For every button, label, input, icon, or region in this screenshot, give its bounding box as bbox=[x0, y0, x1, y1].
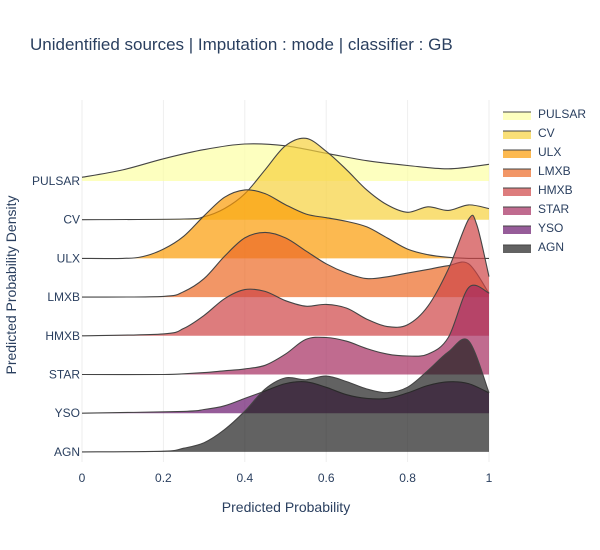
x-tick-0-4: 0.4 bbox=[236, 471, 253, 485]
y-tick-lmxb: LMXB bbox=[47, 290, 80, 304]
y-tick-yso: YSO bbox=[55, 406, 80, 420]
legend-item-agn[interactable]: AGN bbox=[503, 240, 564, 254]
legend-item-star[interactable]: STAR bbox=[503, 202, 569, 216]
ridge-line-hmxb bbox=[81, 214, 490, 337]
legend-swatch-lmxb bbox=[503, 169, 531, 177]
legend-item-pulsar[interactable]: PULSAR bbox=[503, 107, 586, 121]
x-tick-0-6: 0.6 bbox=[318, 471, 335, 485]
ridge-hmxb bbox=[81, 214, 490, 337]
x-tick-0: 0 bbox=[79, 471, 86, 485]
x-tick-1: 1 bbox=[486, 471, 493, 485]
x-axis-ticks: 0 0.2 0.4 0.6 0.8 1 bbox=[79, 471, 493, 485]
ridge-line-ulx bbox=[81, 189, 490, 260]
ridge-agn bbox=[81, 338, 490, 453]
chart-title: Unidentified sources | Imputation : mode… bbox=[30, 35, 453, 54]
legend-swatch-yso bbox=[503, 226, 531, 234]
y-axis-ticks: PULSAR CV ULX LMXB HMXB STAR YSO AGN bbox=[32, 174, 80, 459]
ridge-line-agn bbox=[81, 338, 490, 453]
y-tick-agn: AGN bbox=[54, 445, 80, 459]
ridge-fill-lmxb bbox=[82, 232, 489, 298]
ridge-ulx bbox=[81, 189, 490, 260]
legend-item-hmxb[interactable]: HMXB bbox=[503, 183, 573, 197]
legend-label-hmxb: HMXB bbox=[538, 183, 573, 197]
y-tick-ulx: ULX bbox=[57, 251, 80, 265]
legend-swatch-star bbox=[503, 207, 531, 215]
ridge-fill-cv bbox=[82, 138, 489, 220]
x-tick-0-8: 0.8 bbox=[399, 471, 416, 485]
ridge-fill-hmxb bbox=[82, 215, 489, 336]
legend-label-pulsar: PULSAR bbox=[538, 107, 586, 121]
legend-label-cv: CV bbox=[538, 126, 555, 140]
legend-label-yso: YSO bbox=[538, 221, 563, 235]
legend: PULSAR CV ULX LMXB HMXB STAR YSO AGN bbox=[503, 107, 586, 254]
y-tick-star: STAR bbox=[49, 368, 80, 382]
ridge-line-star bbox=[81, 284, 490, 376]
legend-swatch-ulx bbox=[503, 150, 531, 158]
legend-item-lmxb[interactable]: LMXB bbox=[503, 164, 571, 178]
legend-item-yso[interactable]: YSO bbox=[503, 221, 563, 235]
legend-swatch-hmxb bbox=[503, 188, 531, 196]
legend-label-star: STAR bbox=[538, 202, 569, 216]
ridge-lmxb bbox=[81, 231, 490, 298]
x-axis-title: Predicted Probability bbox=[222, 499, 350, 515]
ridge-fill-ulx bbox=[82, 189, 489, 259]
ridge-line-lmxb bbox=[81, 231, 490, 298]
legend-item-ulx[interactable]: ULX bbox=[503, 145, 561, 159]
legend-label-ulx: ULX bbox=[538, 145, 561, 159]
y-tick-cv: CV bbox=[63, 213, 80, 227]
legend-label-agn: AGN bbox=[538, 240, 564, 254]
y-tick-hmxb: HMXB bbox=[45, 329, 80, 343]
x-tick-0-2: 0.2 bbox=[155, 471, 172, 485]
legend-swatch-agn bbox=[503, 245, 531, 253]
legend-swatch-pulsar bbox=[503, 112, 531, 120]
ridges bbox=[81, 137, 490, 453]
y-tick-pulsar: PULSAR bbox=[32, 174, 80, 188]
legend-swatch-cv bbox=[503, 131, 531, 139]
y-axis-title: Predicted Probability Density bbox=[3, 196, 19, 375]
legend-item-cv[interactable]: CV bbox=[503, 126, 555, 140]
ridge-fill-agn bbox=[82, 338, 489, 452]
legend-label-lmxb: LMXB bbox=[538, 164, 571, 178]
